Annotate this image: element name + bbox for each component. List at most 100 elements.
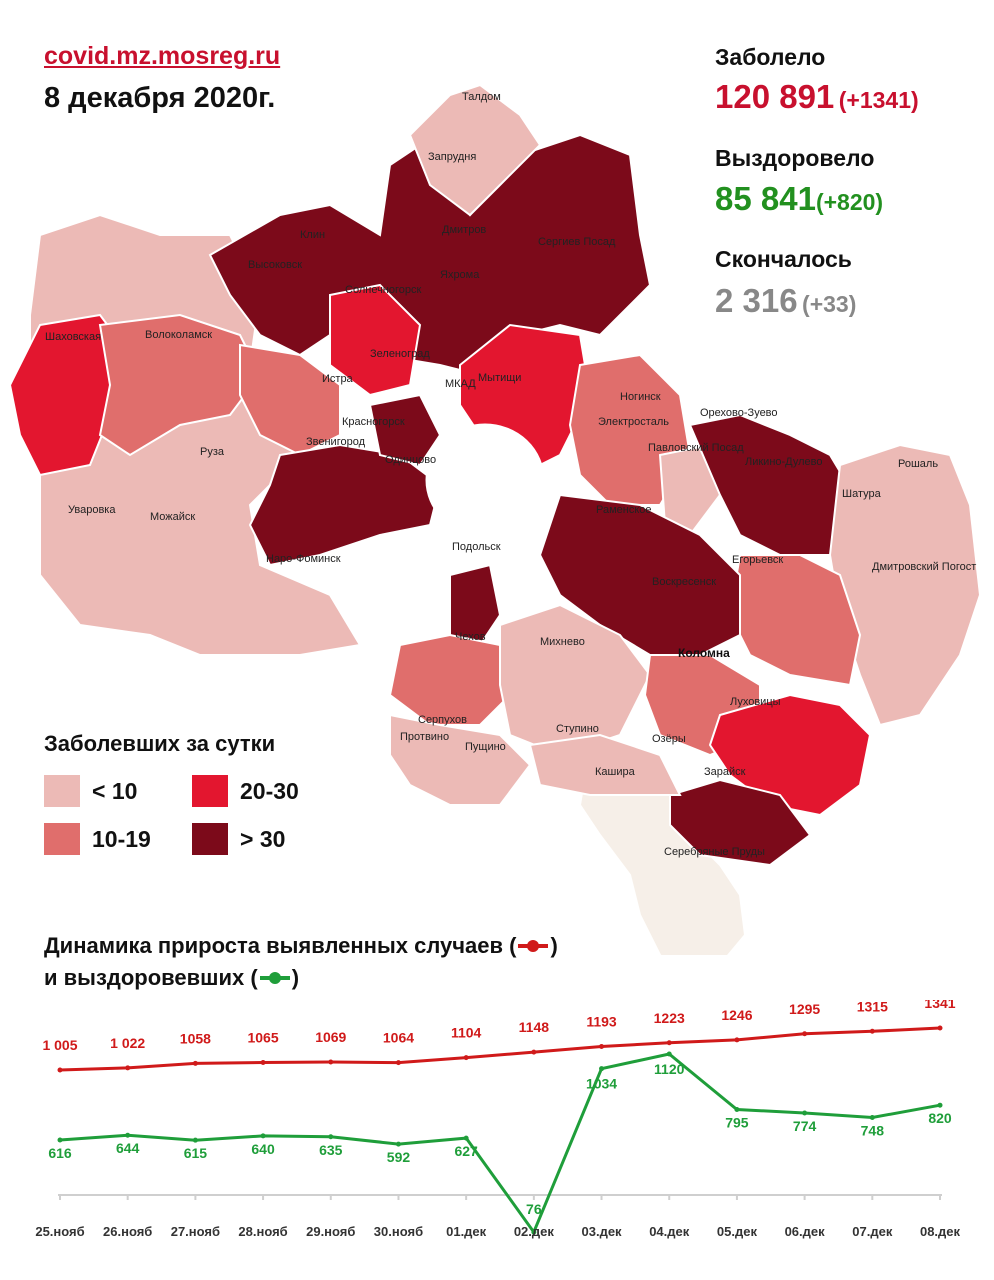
data-point <box>192 1060 198 1066</box>
data-point <box>57 1067 63 1073</box>
map-label: Дмитров <box>442 224 486 236</box>
map-label: Солнечногорск <box>345 284 421 296</box>
data-label: 774 <box>793 1118 817 1134</box>
series-points-recovered <box>57 1051 943 1235</box>
series-line-cases <box>59 1026 941 1072</box>
sick-label: Заболело <box>715 44 826 70</box>
district-serpukhov <box>389 713 532 806</box>
district-north-dark <box>208 133 652 377</box>
series-points-cases <box>57 1025 943 1073</box>
map-label: Коломна <box>678 646 730 660</box>
source-link[interactable]: covid.mz.mosreg.ru <box>44 42 281 70</box>
data-label: 1193 <box>586 1014 617 1030</box>
x-tick-label: 03.дек <box>582 1224 623 1239</box>
district-egoryevsk <box>728 554 862 687</box>
map-label: Красногорск <box>342 416 405 428</box>
data-point <box>531 1049 537 1055</box>
x-tick-label: 08.дек <box>920 1224 961 1239</box>
map-label: Ликино-Дулево <box>745 456 823 468</box>
died-stat: 2 316 (+33) <box>715 282 856 320</box>
x-tick-label: 26.нояб <box>103 1224 152 1239</box>
data-labels-cases: 1 005 1 022 1058 1065 1069 1064 1104 1148 1193 12… <box>42 1000 955 1053</box>
data-point <box>125 1132 131 1138</box>
data-label: 76 <box>526 1201 542 1217</box>
trend-chart: 1 005 1 022 1058 1065 1069 1064 1104 1148 1193 12… <box>35 1000 961 1239</box>
chart-title-paren-2: ) <box>291 965 300 990</box>
map-label: Орехово-Зуево <box>700 407 778 419</box>
x-tick-label: 30.нояб <box>374 1224 423 1239</box>
map-label: Зеленоград <box>370 348 430 360</box>
map-label: Озёры <box>652 733 686 745</box>
map-label: Шатура <box>842 488 882 500</box>
district-istra <box>239 343 341 457</box>
died-label: Скончалось <box>715 246 852 272</box>
data-point <box>192 1137 198 1143</box>
map-label: Истра <box>322 373 354 385</box>
district-mikhnevo <box>499 603 652 757</box>
data-label: 1104 <box>451 1025 482 1041</box>
data-point <box>328 1059 334 1065</box>
data-point <box>531 1229 537 1235</box>
map-label: Запрудня <box>428 151 476 163</box>
data-point <box>802 1031 808 1037</box>
map-label: Луховицы <box>730 696 781 708</box>
map-label: Павловский Посад <box>648 442 744 454</box>
data-label: 1 005 <box>42 1037 77 1053</box>
district-zaraysk <box>669 778 812 867</box>
recovered-label: Выздоровело <box>715 145 875 171</box>
district-stupino <box>528 733 682 796</box>
map-label: Звенигород <box>306 436 366 448</box>
data-point <box>937 1102 943 1108</box>
x-tick-label: 25.нояб <box>35 1224 84 1239</box>
chart-title: Динамика прироста выявленных случаев () … <box>44 930 558 994</box>
legend-swatch-lt10 <box>44 775 80 807</box>
sick-value: 120 891 <box>715 78 835 115</box>
region-map: Талдом Запрудня Клин Высоковск Дмитров Я… <box>8 83 982 955</box>
map-label: Подольск <box>452 541 501 553</box>
data-point <box>395 1141 401 1147</box>
data-point <box>395 1060 401 1066</box>
data-label: 795 <box>725 1114 749 1130</box>
chart-title-text-1: Динамика прироста выявленных случаев ( <box>44 933 517 958</box>
district-lukhovitsy <box>708 693 872 817</box>
recovered-stat: 85 841(+820) <box>715 180 883 218</box>
data-point <box>734 1037 740 1043</box>
died-value: 2 316 <box>715 282 798 319</box>
data-point <box>260 1133 266 1139</box>
map-label: Воскресенск <box>652 576 716 588</box>
map-label: Шаховская <box>45 331 101 343</box>
data-label: 1069 <box>315 1029 346 1045</box>
x-tick-label: 07.дек <box>852 1224 893 1239</box>
data-point <box>734 1106 740 1112</box>
data-point <box>125 1065 131 1071</box>
data-label: 1223 <box>654 1010 685 1026</box>
legend-swatch-gt30 <box>192 823 228 855</box>
data-label: 1065 <box>247 1030 278 1046</box>
data-point <box>937 1025 943 1031</box>
data-label: 1064 <box>383 1030 414 1046</box>
district-solnechnogorsk <box>329 283 422 397</box>
series-line-recovered <box>59 1052 941 1236</box>
district-volokolamsk <box>98 313 262 457</box>
x-ticks <box>59 1195 941 1200</box>
legend-swatch-10-19 <box>44 823 80 855</box>
chart-title-line-2: и выздоровевших () <box>44 962 558 994</box>
map-town-labels: Талдом Запрудня Клин Высоковск Дмитров Я… <box>45 91 976 858</box>
data-point <box>328 1134 334 1140</box>
legend-title: Заболевших за сутки <box>44 731 276 756</box>
data-label: 1295 <box>789 1001 820 1017</box>
data-point <box>802 1110 808 1116</box>
data-point <box>666 1051 672 1057</box>
x-tick-label: 01.дек <box>446 1224 487 1239</box>
data-point <box>666 1040 672 1046</box>
x-tick-label: 05.дек <box>717 1224 758 1239</box>
data-label: 644 <box>116 1140 140 1156</box>
legend-label-gt30: > 30 <box>240 826 286 852</box>
data-label: 1034 <box>586 1076 617 1092</box>
green-series-marker-icon <box>259 972 290 984</box>
district-chekhov <box>388 633 512 726</box>
district-shatura <box>828 443 982 727</box>
map-label: Уваровка <box>68 504 116 516</box>
data-label: 615 <box>184 1145 208 1161</box>
data-labels-recovered: 616 644 615 640 635 592 627 76 1034 1120 795 774 748… <box>48 1061 952 1217</box>
